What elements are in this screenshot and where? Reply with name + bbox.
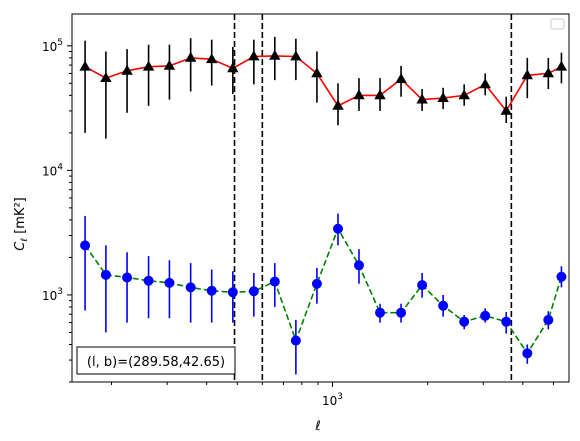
series-1 (80, 213, 567, 375)
data-point (458, 89, 470, 100)
legend-box (550, 18, 565, 30)
y-axis-label-main: C (13, 241, 28, 251)
data-point (542, 67, 554, 78)
data-point (164, 277, 175, 288)
y-tick-label: 103 (42, 287, 63, 303)
data-point (437, 92, 449, 102)
data-point (543, 314, 554, 325)
x-tick-label: 103 (322, 392, 343, 408)
data-point (480, 310, 491, 321)
y-tick-label: 105 (42, 38, 63, 54)
data-point (395, 73, 407, 83)
data-point (353, 260, 364, 271)
data-point (290, 50, 302, 61)
data-point (227, 62, 239, 73)
data-point (375, 307, 386, 318)
data-point (332, 223, 343, 234)
data-point (374, 89, 386, 100)
data-point (100, 72, 112, 82)
plot-content (79, 14, 568, 382)
data-point (416, 93, 428, 104)
data-point (555, 60, 568, 71)
data-point (121, 64, 133, 75)
data-point (459, 316, 470, 327)
data-point (269, 276, 280, 287)
axes: 103 104 105 103 (42, 13, 570, 408)
data-point (269, 49, 281, 60)
data-point (185, 282, 196, 293)
data-point (142, 60, 155, 71)
data-point (311, 278, 322, 289)
data-point (479, 78, 491, 89)
data-point (521, 69, 533, 80)
x-axis-label: ℓ (314, 419, 320, 434)
y-axis-label-unit: [mK²] (13, 197, 28, 234)
data-point (122, 272, 133, 283)
data-point (185, 51, 197, 62)
data-point (100, 269, 111, 280)
data-point (501, 316, 512, 327)
data-point (396, 307, 407, 318)
y-axis-label-sub: ℓ (20, 238, 30, 243)
data-point (248, 50, 260, 61)
data-point (311, 67, 323, 78)
data-point (500, 104, 512, 115)
data-point (438, 300, 449, 311)
data-point (353, 89, 365, 100)
data-point (556, 271, 567, 282)
data-point (80, 240, 91, 251)
data-point (79, 60, 91, 71)
coordinate-annotation: (l, b)=(289.58,42.65) (76, 346, 236, 375)
series-0 (79, 36, 568, 139)
data-point (248, 286, 259, 297)
data-point (206, 53, 218, 64)
data-point (227, 287, 238, 298)
annotation-text: (l, b)=(289.58,42.65) (87, 355, 225, 370)
annotation-box (76, 346, 236, 375)
data-point (206, 285, 217, 296)
data-point (163, 59, 176, 70)
y-tick-label: 104 (42, 162, 63, 178)
data-point (143, 275, 154, 286)
data-point (522, 348, 533, 359)
data-point (290, 335, 301, 346)
plot-area (79, 14, 568, 382)
data-point (417, 280, 428, 291)
y-axis-label: Cℓ [mK²] (13, 197, 30, 250)
data-point (332, 99, 344, 110)
